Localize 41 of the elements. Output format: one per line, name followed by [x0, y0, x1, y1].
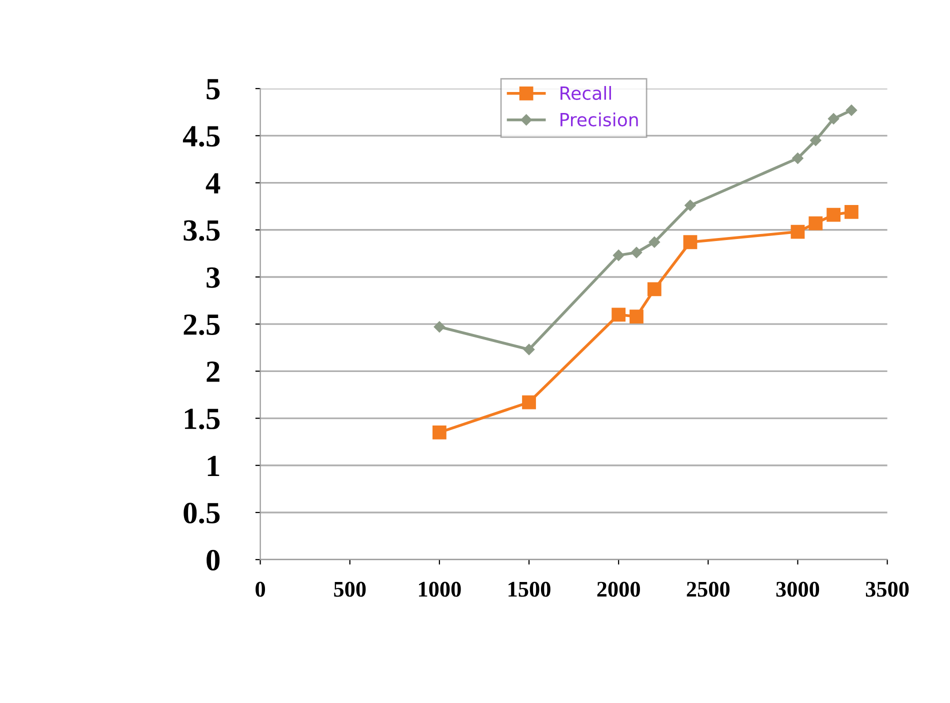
point	[648, 236, 660, 248]
point	[647, 282, 662, 296]
y-tick-label: 3	[206, 267, 220, 288]
x-tick-label: 2500	[686, 582, 730, 597]
legend-label: Precision	[560, 112, 638, 126]
y-tick-label: 3.5	[184, 220, 220, 241]
point	[612, 250, 624, 261]
point	[522, 395, 536, 410]
point	[432, 425, 446, 440]
y-tick-label: 5	[206, 79, 220, 100]
point	[844, 205, 858, 219]
point	[630, 246, 642, 258]
point	[434, 321, 446, 333]
x-tick-label: 3000	[776, 582, 820, 597]
x-tick-label: 3500	[866, 582, 909, 597]
legend-label: Recall	[560, 86, 611, 100]
x-tick-label: 2000	[597, 582, 640, 597]
point	[630, 310, 644, 324]
y-tick-label: 2.5	[184, 314, 220, 336]
y-tick-label: 1	[208, 456, 220, 476]
x-tick-label: 500	[334, 582, 366, 597]
point	[523, 344, 535, 356]
x-tick-label: 1500	[508, 582, 550, 597]
x-tick-label: 1000	[419, 582, 461, 597]
point	[846, 104, 858, 116]
y-tick-label: 4.5	[182, 126, 220, 147]
point	[790, 224, 805, 239]
y-tick-label: 1.5	[184, 408, 220, 430]
x-tick-label: 0	[256, 582, 266, 597]
y-tick-label: 0.5	[184, 502, 220, 524]
point	[810, 134, 822, 146]
point	[808, 216, 823, 230]
y-tick-label: 4	[206, 173, 220, 194]
point	[828, 113, 840, 124]
point	[826, 208, 840, 222]
point	[612, 308, 626, 322]
point	[792, 152, 804, 164]
point	[684, 200, 696, 211]
y-tick-label: 2	[206, 362, 220, 382]
point	[683, 235, 698, 250]
y-tick-label: 0	[206, 550, 220, 570]
